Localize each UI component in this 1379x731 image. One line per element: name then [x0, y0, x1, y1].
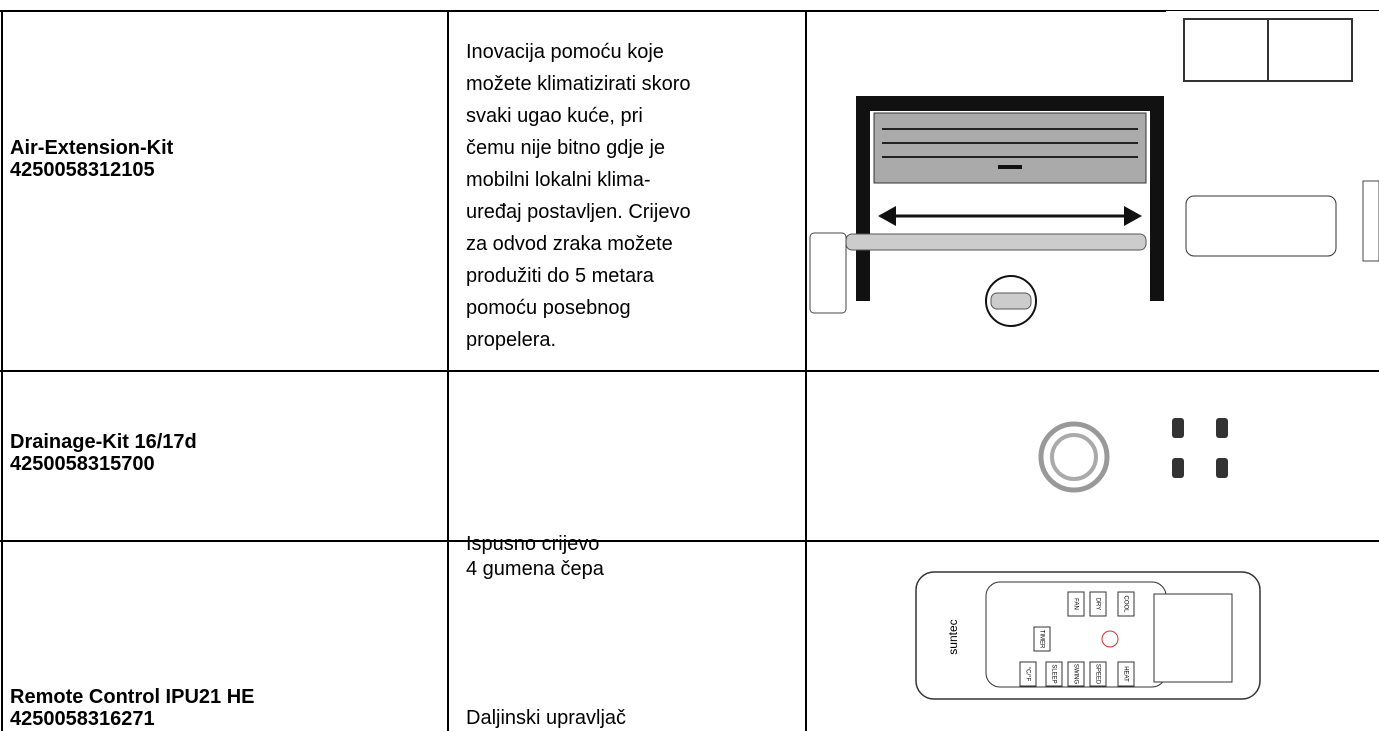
text: Inovacija pomoću koje — [466, 41, 664, 63]
button-label: FAN — [1072, 598, 1078, 610]
button-label: °C/°F — [1024, 667, 1030, 682]
row-border — [0, 370, 1379, 372]
description: Daljinski upravljač — [466, 706, 626, 731]
text: 4 gumena čepa — [466, 557, 604, 580]
column-border — [447, 10, 449, 731]
table-border — [0, 10, 1379, 12]
button-label: DRY — [1094, 598, 1100, 611]
text: Remote Control IPU21 HE — [10, 686, 255, 708]
text: mobilni lokalni klima- — [466, 169, 651, 191]
text: Daljinski upravljač — [466, 707, 627, 729]
remote-button — [1117, 661, 1135, 687]
description: Ispusno crijevo 4 gumena čepa — [466, 532, 604, 581]
table-border — [1, 10, 3, 731]
text: Drainage-Kit 16/17d — [10, 431, 197, 453]
text: propelera. — [466, 329, 557, 351]
brand: suntec — [946, 619, 960, 654]
text: 4250058315700 — [10, 453, 155, 475]
product-name: Remote Control IPU21 HE 4250058316271 — [10, 686, 254, 730]
remote-button — [1067, 661, 1085, 687]
button-label: COOL — [1122, 595, 1128, 613]
remote-button — [1089, 661, 1107, 687]
remote-button — [1117, 591, 1135, 617]
text: produžiti do 5 metara — [466, 265, 654, 287]
product-name: Drainage-Kit 16/17d 4250058315700 — [10, 431, 197, 475]
text: Ispusno crijevo — [466, 533, 600, 555]
row-border — [0, 540, 1379, 542]
description: Inovacija pomoću koje možete klimatizirat… — [466, 36, 691, 356]
remote-button — [1019, 661, 1037, 687]
remote-button — [1067, 591, 1085, 617]
text: 4250058312105 — [10, 159, 155, 181]
text: pomoću posebnog — [466, 297, 631, 319]
button-label: SLEEP — [1050, 664, 1056, 683]
text: čemu nije bitno gdje je — [466, 137, 666, 159]
text: 4250058316271 — [10, 708, 155, 730]
text: Air-Extension-Kit — [10, 137, 174, 159]
remote-button — [1033, 626, 1051, 652]
text: svaki ugao kuće, pri — [466, 105, 643, 127]
column-border — [805, 10, 807, 731]
text: možete klimatizirati skoro — [466, 73, 691, 95]
remote-button — [1045, 661, 1063, 687]
button-label: TIMER — [1038, 630, 1044, 649]
button-label: SWING — [1072, 664, 1078, 685]
button-label: SPEED — [1094, 664, 1100, 685]
drainage-kit-illustration — [1038, 418, 1228, 493]
remote-button — [1089, 591, 1107, 617]
text: uređaj postavljen. Crijevo — [466, 201, 691, 223]
text: za odvod zraka možete — [466, 233, 673, 255]
remote-illustration: suntec FAN DRY COOL TIMER SLEEP SWING SPEED HEA… — [915, 571, 1261, 700]
air-extension-illustration — [809, 11, 1379, 327]
product-name: Air-Extension-Kit 4250058312105 — [10, 137, 173, 181]
button-label: HEAT — [1122, 666, 1128, 682]
